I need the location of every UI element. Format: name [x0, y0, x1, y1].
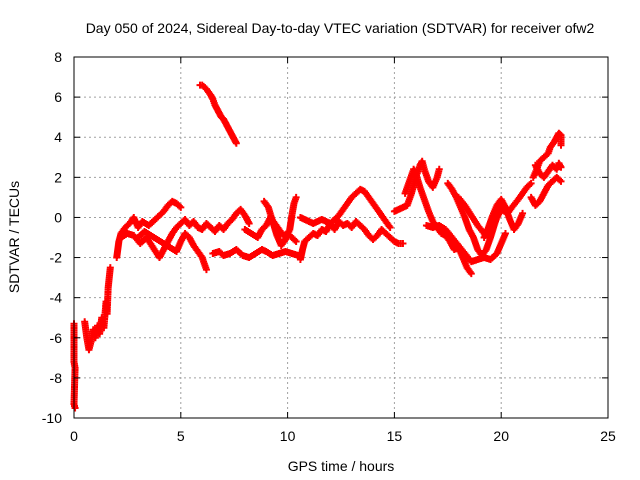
- data-point: [386, 223, 394, 231]
- x-tick-label: 20: [493, 428, 509, 444]
- data-point: [527, 179, 535, 187]
- y-axis-title: SDTVAR / TECUs: [6, 181, 22, 293]
- data-point: [106, 264, 114, 272]
- data-point: [177, 203, 185, 211]
- y-tick-label: -6: [50, 330, 63, 346]
- y-tick-label: -10: [42, 410, 62, 426]
- data-point: [557, 163, 565, 171]
- data-point: [71, 404, 79, 412]
- y-tick-label: -4: [50, 290, 63, 306]
- data-point: [245, 219, 253, 227]
- x-tick-label: 0: [70, 428, 78, 444]
- chart-title: Day 050 of 2024, Sidereal Day-to-day VTE…: [86, 20, 595, 36]
- data-point: [519, 209, 527, 217]
- data-point: [202, 266, 210, 274]
- data-point: [232, 139, 240, 147]
- data-point: [557, 177, 565, 185]
- x-tick-label: 10: [280, 428, 296, 444]
- data-point: [501, 229, 509, 237]
- x-tick-label: 5: [177, 428, 185, 444]
- y-tick-label: 8: [54, 49, 62, 65]
- data-point: [292, 193, 300, 201]
- y-tick-label: 6: [54, 89, 62, 105]
- data-point: [292, 238, 300, 246]
- data-point: [557, 141, 565, 149]
- x-axis-title: GPS time / hours: [288, 458, 395, 474]
- x-tick-label: 15: [387, 428, 403, 444]
- data-point: [399, 240, 407, 248]
- y-tick-label: 0: [54, 209, 62, 225]
- y-tick-label: 4: [54, 129, 62, 145]
- axis-ticks: 0 5 10 15 20 25 -10 -8 -6 -4 -2 0 2 4 6 8: [42, 49, 616, 444]
- plot-frame: [73, 56, 609, 419]
- x-tick-label: 25: [600, 428, 616, 444]
- y-tick-label: -8: [50, 370, 63, 386]
- grid-lines: [74, 57, 608, 418]
- y-tick-label: -2: [50, 250, 63, 266]
- y-tick-label: 2: [54, 169, 62, 185]
- data-point: [435, 165, 443, 173]
- data-point: [467, 270, 475, 278]
- data-points: [70, 81, 565, 412]
